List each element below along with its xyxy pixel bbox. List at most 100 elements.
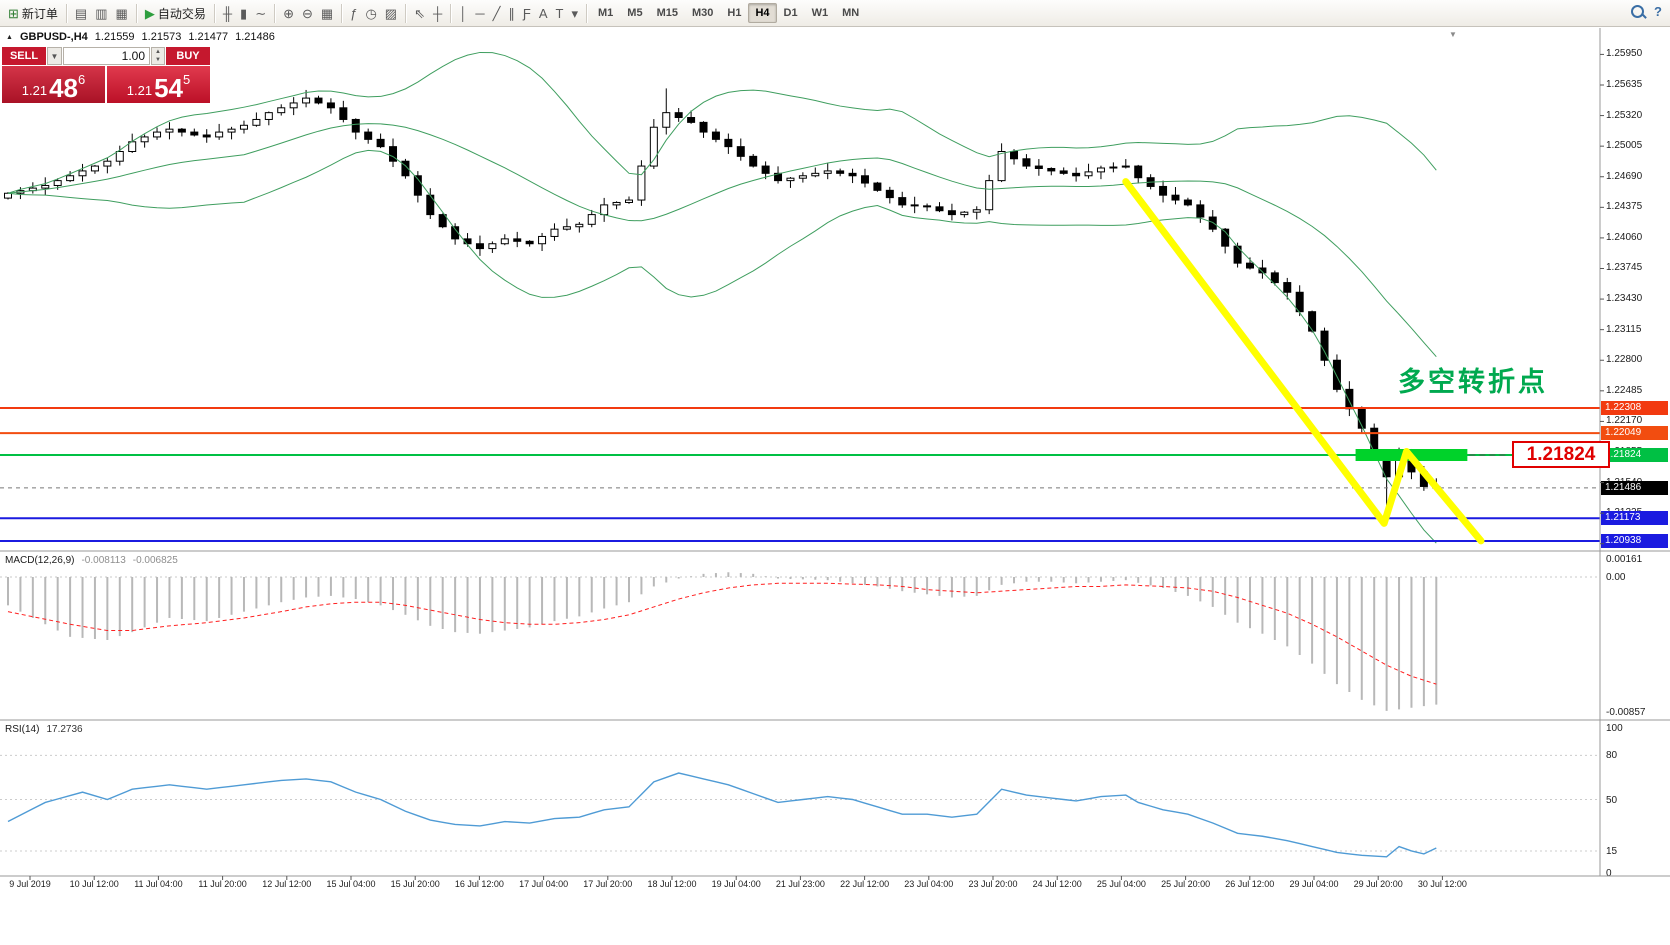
indicator-scale-label: -0.00857 [1606, 707, 1646, 718]
price-level-badge: 1.20938 [1601, 534, 1668, 549]
fibonacci-button[interactable]: Ƒ [519, 2, 535, 24]
toolbar-separator [213, 3, 215, 23]
periods-button[interactable]: ◷ [361, 2, 380, 24]
time-axis-label: 17 Jul 04:00 [519, 879, 569, 889]
zoom-in-icon: ⊕ [283, 5, 295, 21]
rsi-name: RSI(14) [5, 724, 40, 735]
time-axis-label: 15 Jul 20:00 [390, 879, 440, 889]
time-axis-label: 24 Jul 12:00 [1032, 879, 1082, 889]
zoom-out-button[interactable]: ⊖ [298, 2, 317, 24]
cursor-button[interactable]: ⇖ [410, 2, 429, 24]
time-axis-label: 23 Jul 20:00 [968, 879, 1018, 889]
volume-up-icon[interactable]: ▲ [155, 49, 161, 55]
autotrading-button[interactable]: ▶ 自动交易 [141, 2, 210, 24]
time-axis-label: 29 Jul 20:00 [1353, 879, 1403, 889]
terminal-button[interactable]: ▦ [112, 2, 132, 24]
sell-button[interactable]: 1.21 48 6 [2, 66, 105, 103]
text-icon: A [538, 5, 548, 21]
indicator-scale-label: 0.00161 [1606, 554, 1643, 565]
timeframe-m15-button[interactable]: M15 [656, 7, 678, 19]
new-order-button[interactable]: ⊞ 新订单 [4, 2, 62, 24]
indicator-scale-label: 0 [1606, 868, 1612, 879]
timeframe-w1-button[interactable]: W1 [811, 7, 829, 19]
horizontal-line-button[interactable]: ─ [471, 2, 488, 24]
time-axis[interactable]: 9 Jul 2019 10 Jul 12:00 11 Jul 04:00 11 Jul… [0, 877, 1600, 895]
zoom-in-button[interactable]: ⊕ [279, 2, 298, 24]
price-axis-label: 1.23115 [1606, 323, 1642, 335]
tile-windows-button[interactable]: ▦ [317, 2, 337, 24]
timeframe-m1-button[interactable]: M1 [598, 7, 614, 19]
timeframe-h1-button[interactable]: H1 [727, 7, 742, 19]
sell-price-prefix: 1.21 [21, 83, 48, 98]
time-axis-label: 11 Jul 04:00 [134, 879, 183, 889]
vertical-line-button[interactable]: │ [455, 2, 471, 24]
time-axis-label: 25 Jul 20:00 [1161, 879, 1211, 889]
symbol-info-line: ▲ GBPUSD-,H4 1.21559 1.21573 1.21477 1.2… [6, 31, 275, 43]
sell-tab[interactable]: SELL [2, 47, 46, 65]
candlestick-chart-button[interactable]: ▮ [236, 2, 251, 24]
equidistant-channel-button[interactable]: ∥ [504, 2, 519, 24]
line-chart-button[interactable]: ∼ [251, 2, 270, 24]
price-level-badge: 1.21824 [1601, 448, 1668, 462]
chart-autoscroll-icon[interactable]: ▼ [1449, 30, 1457, 39]
help-icon[interactable]: ? [1654, 4, 1662, 19]
trendline-button[interactable]: ╱ [489, 2, 505, 24]
toolbar-separator [450, 3, 452, 23]
new-order-label: 新订单 [21, 6, 58, 21]
price-axis-label: 1.24690 [1606, 170, 1643, 182]
volume-dropdown-icon[interactable]: ▼ [47, 47, 62, 65]
price-axis-label: 1.22485 [1606, 384, 1643, 396]
symbol-period-label: GBPUSD-,H4 [19, 31, 88, 43]
time-axis-label: 16 Jul 12:00 [454, 879, 504, 889]
price-level-badge: 1.21173 [1601, 511, 1668, 526]
toolbar-separator [341, 3, 343, 23]
price-axis-label: 1.23745 [1606, 262, 1643, 274]
text-label-icon: T [555, 5, 564, 21]
price-callout-box: 1.21824 [1512, 441, 1610, 468]
price-axis[interactable]: 1.25950 1.25635 1.25320 1.25005 1.24690 1.243… [1600, 28, 1670, 876]
price-axis-label: 1.25950 [1606, 48, 1643, 60]
price-axis-label: 1.23430 [1606, 293, 1643, 305]
macd-main-value: -0.008113 [81, 555, 126, 566]
ohlc-high: 1.21573 [141, 31, 182, 43]
text-label-button[interactable]: T [552, 2, 568, 24]
ohlc-close: 1.21486 [235, 31, 275, 43]
price-axis-label: 1.25320 [1606, 109, 1643, 121]
indicator-scale-label: 50 [1606, 794, 1618, 806]
horizontal-line-icon: ─ [475, 5, 485, 21]
symbol-marker-icon: ▲ [6, 33, 13, 41]
volume-stepper[interactable]: ▲ ▼ [151, 47, 165, 65]
indicators-button[interactable]: ƒ [346, 2, 361, 24]
new-order-icon: ⊞ [8, 5, 19, 21]
indicator-scale-label: 80 [1606, 750, 1618, 762]
time-axis-label: 19 Jul 04:00 [711, 879, 761, 889]
volume-down-icon[interactable]: ▼ [155, 57, 161, 63]
ohlc-open: 1.21559 [94, 31, 135, 43]
price-axis-label: 1.24375 [1606, 201, 1643, 213]
volume-input[interactable] [63, 47, 150, 65]
indicator-scale-label: 15 [1606, 845, 1618, 857]
timeframe-m30-button[interactable]: M30 [691, 7, 714, 19]
text-button[interactable]: A [535, 2, 552, 24]
equidistant-channel-icon: ∥ [508, 5, 515, 21]
market-watch-button[interactable]: ▤ [71, 2, 91, 24]
timeframe-m5-button[interactable]: M5 [627, 7, 643, 19]
time-axis-label: 11 Jul 20:00 [198, 879, 247, 889]
arrows-button[interactable]: ▾ [567, 2, 582, 24]
bar-chart-icon: ╫ [222, 5, 233, 21]
crosshair-button[interactable]: ┼ [429, 2, 446, 24]
search-icon[interactable] [1631, 5, 1645, 18]
timeframe-d1-button[interactable]: D1 [783, 7, 798, 19]
templates-button[interactable]: ▨ [381, 2, 401, 24]
navigator-icon: ▥ [95, 5, 108, 21]
bar-chart-button[interactable]: ╫ [219, 2, 236, 24]
navigator-button[interactable]: ▥ [91, 2, 111, 24]
buy-tab[interactable]: BUY [166, 47, 210, 65]
timeframe-h4-button[interactable]: H4 [748, 3, 777, 23]
timeframe-mn-button[interactable]: MN [842, 7, 860, 19]
templates-icon: ▨ [384, 5, 398, 21]
toolbar-separator [135, 3, 137, 23]
buy-button[interactable]: 1.21 54 5 [107, 66, 210, 103]
